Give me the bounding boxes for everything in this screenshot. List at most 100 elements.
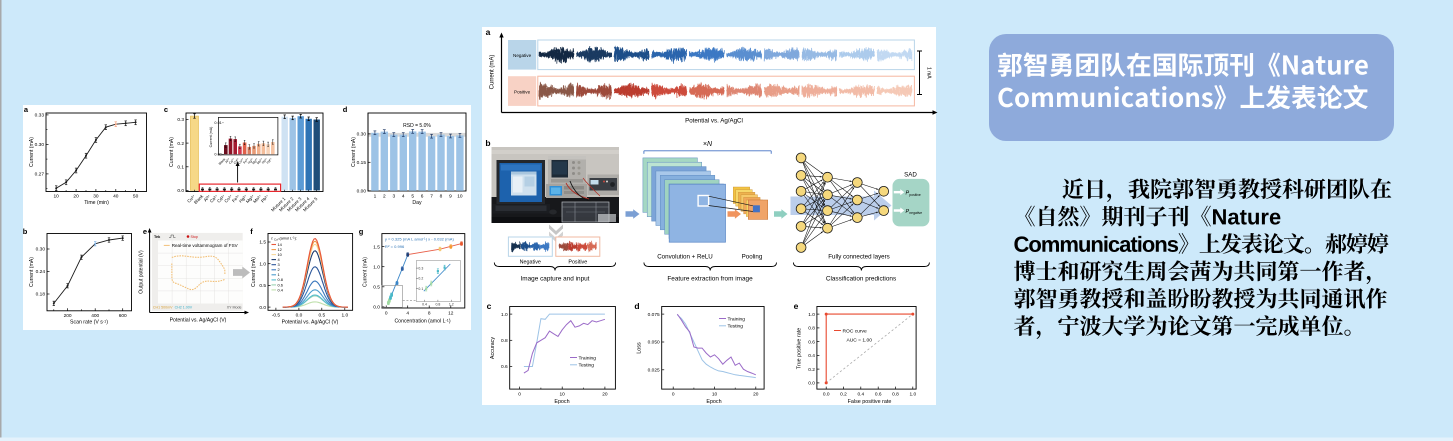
svg-text:9: 9 — [449, 194, 452, 200]
svg-text:0.2: 0.2 — [418, 277, 423, 281]
svg-text:20: 20 — [73, 194, 79, 200]
svg-text:Day: Day — [412, 200, 422, 206]
svg-text:0.6: 0.6 — [875, 392, 882, 398]
svg-text:1.0: 1.0 — [808, 312, 815, 318]
svg-text:10: 10 — [54, 194, 60, 200]
svg-text:2: 2 — [278, 267, 280, 272]
svg-text:0.0: 0.0 — [177, 188, 184, 194]
svg-text:0.6: 0.6 — [808, 339, 815, 345]
svg-text:Pb2+: Pb2+ — [260, 194, 270, 204]
svg-text:0.5: 0.5 — [373, 285, 380, 291]
svg-text:RSD = 5.0%: RSD = 5.0% — [403, 123, 431, 129]
svg-text:0.30: 0.30 — [36, 247, 46, 253]
svg-text:1.0: 1.0 — [373, 264, 380, 270]
svg-text:0.5: 0.5 — [259, 283, 266, 289]
svg-text:Current (mA): Current (mA) — [29, 257, 35, 287]
svg-text:Tek: Tek — [154, 235, 161, 239]
svg-text:CH2 1.00V: CH2 1.00V — [175, 305, 193, 309]
svg-text:Ca2+: Ca2+ — [209, 194, 219, 204]
svg-text:Epoch: Epoch — [706, 399, 721, 405]
svg-text:12: 12 — [448, 310, 454, 316]
svg-text:Current (mA): Current (mA) — [363, 257, 369, 287]
svg-text:Current (mA): Current (mA) — [490, 55, 496, 90]
svg-text:Hg2+: Hg2+ — [238, 194, 248, 204]
svg-text:0: 0 — [518, 392, 521, 398]
svg-text:14: 14 — [278, 242, 283, 247]
svg-text:1.0: 1.0 — [341, 313, 348, 319]
svg-text:0.5: 0.5 — [318, 313, 325, 319]
svg-text:4: 4 — [278, 257, 281, 262]
svg-text:a: a — [24, 105, 29, 114]
svg-text:Pb2+: Pb2+ — [261, 157, 269, 165]
svg-text:0.0: 0.0 — [373, 305, 380, 311]
svg-text:Cu2+: Cu2+ — [274, 238, 281, 242]
svg-text:ROC curve: ROC curve — [843, 328, 867, 334]
svg-text:Cd2+: Cd2+ — [233, 157, 241, 165]
svg-text:Testing: Testing — [728, 324, 744, 330]
svg-text:0.4: 0.4 — [857, 392, 864, 398]
svg-text:P: P — [906, 191, 910, 197]
svg-text:0.4: 0.4 — [808, 353, 815, 359]
svg-text:2: 2 — [383, 194, 386, 200]
svg-text:Time (min): Time (min) — [84, 200, 109, 206]
svg-text:Fe3+: Fe3+ — [242, 157, 250, 165]
svg-text:(amol L-1):: (amol L-1): — [280, 236, 297, 241]
svg-text:f: f — [250, 227, 253, 236]
svg-text:c: c — [164, 105, 168, 114]
svg-text:0.1: 0.1 — [177, 165, 184, 171]
svg-text:0.1: 0.1 — [418, 287, 423, 291]
svg-text:0: 0 — [385, 310, 388, 316]
svg-text:Mn2+: Mn2+ — [256, 157, 264, 165]
svg-text:Mg2+: Mg2+ — [251, 157, 259, 165]
svg-text:Fully connected layers: Fully connected layers — [828, 253, 890, 260]
svg-text:e: e — [794, 301, 799, 311]
svg-text:Current (mA): Current (mA) — [251, 257, 257, 287]
svg-text:0: 0 — [672, 392, 675, 398]
svg-text:Stop: Stop — [191, 235, 198, 239]
svg-text:0.15: 0.15 — [357, 160, 367, 166]
svg-text:Accuracy: Accuracy — [490, 337, 496, 359]
svg-text:Positive: Positive — [568, 260, 587, 266]
svg-text:Cu2+: Cu2+ — [186, 194, 196, 204]
svg-text:0.33: 0.33 — [35, 113, 45, 119]
svg-text:1.0: 1.0 — [259, 261, 266, 267]
svg-text:Classification predictions: Classification predictions — [826, 276, 896, 283]
svg-text:Al3+: Al3+ — [203, 194, 212, 203]
svg-text:0.2: 0.2 — [808, 367, 815, 373]
svg-text:12: 12 — [278, 247, 282, 252]
svg-text:AUC = 1.00: AUC = 1.00 — [847, 338, 873, 344]
svg-text:5: 5 — [411, 194, 414, 200]
svg-text:y = 0.325 (mA L amol-1) x - 0.: y = 0.325 (mA L amol-1) x - 0.032 (mA) — [385, 237, 455, 242]
svg-text:0.3: 0.3 — [418, 266, 423, 270]
svg-text:Current (mA): Current (mA) — [169, 137, 175, 167]
svg-text:1: 1 — [374, 194, 377, 200]
svg-text:Co2+: Co2+ — [223, 194, 233, 204]
svg-text:Hg2+: Hg2+ — [247, 157, 255, 165]
svg-text:Cd2+: Cd2+ — [216, 194, 226, 204]
svg-text:0.27: 0.27 — [35, 172, 45, 178]
svg-text:20: 20 — [753, 392, 759, 398]
svg-text:0.0: 0.0 — [823, 392, 830, 398]
svg-text:0.6: 0.6 — [278, 282, 283, 287]
svg-text:1: 1 — [278, 272, 280, 277]
svg-text:Epoch: Epoch — [554, 399, 569, 405]
svg-text:0.0: 0.0 — [296, 313, 303, 319]
svg-text:0.30: 0.30 — [35, 142, 45, 148]
svg-text:Potential vs. Ag/AgCl (V): Potential vs. Ag/AgCl (V) — [170, 318, 227, 324]
svg-text:400: 400 — [91, 313, 99, 319]
svg-text:30: 30 — [93, 194, 99, 200]
svg-text:d: d — [343, 105, 348, 114]
svg-text:3: 3 — [392, 194, 395, 200]
svg-text:40: 40 — [113, 194, 119, 200]
svg-text:-0.5: -0.5 — [272, 313, 281, 319]
svg-text:0.00: 0.00 — [214, 152, 221, 156]
svg-text:Positive: Positive — [514, 89, 531, 94]
svg-text:0.24: 0.24 — [36, 269, 46, 275]
svg-text:Training: Training — [728, 316, 746, 322]
svg-text:0.8: 0.8 — [808, 326, 815, 332]
svg-text:c: c — [487, 301, 492, 311]
svg-text:e: e — [143, 227, 147, 236]
svg-text:8: 8 — [428, 310, 431, 316]
svg-text:6: 6 — [421, 194, 424, 200]
svg-text:Output potential (V): Output potential (V) — [139, 250, 145, 294]
